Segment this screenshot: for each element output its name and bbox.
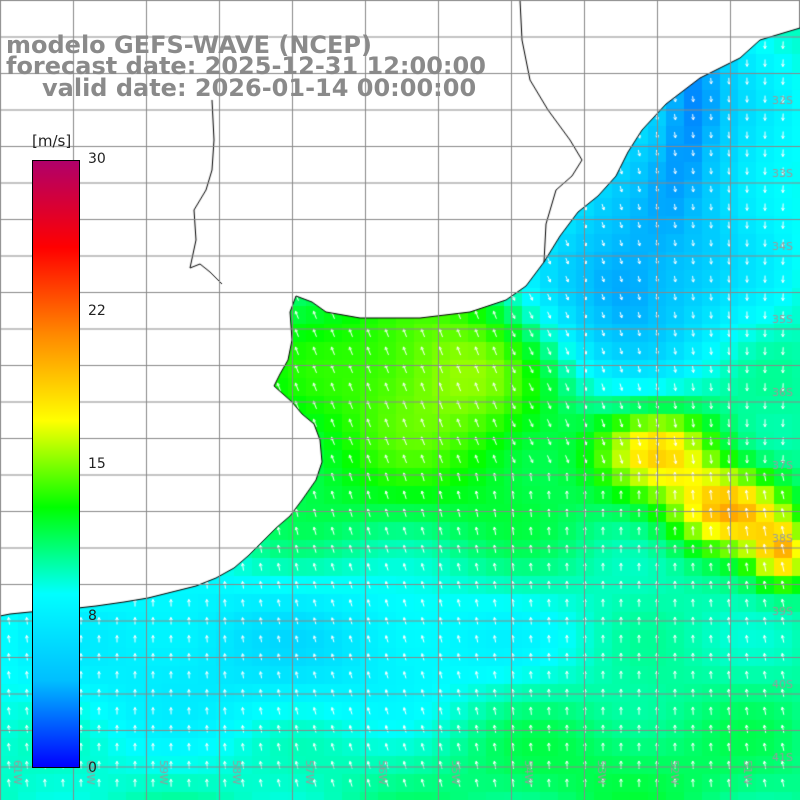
title-model: modelo GEFS-WAVE (NCEP): [6, 31, 372, 59]
colorbar-tick-22: 22: [88, 303, 106, 319]
title-valid-date: valid date: 2026-01-14 00:00:00: [42, 74, 477, 102]
colorbar-unit-label: [m/s]: [32, 132, 72, 150]
colorbar-tick-0: 0: [88, 760, 97, 776]
colorbar-tick-30: 30: [88, 151, 106, 167]
colorbar-tick-8: 8: [88, 608, 97, 624]
colorbar-tick-15: 15: [88, 456, 106, 472]
title-forecast-date: forecast date: 2025-12-31 12:00:00: [6, 52, 486, 80]
colorbar: [32, 160, 80, 768]
